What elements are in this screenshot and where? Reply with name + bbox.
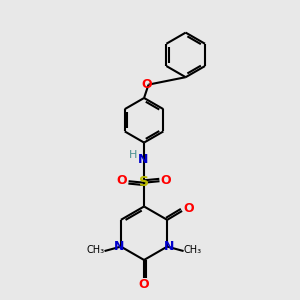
Text: H: H <box>129 150 137 160</box>
Text: N: N <box>114 240 124 253</box>
Text: CH₃: CH₃ <box>87 245 105 256</box>
Text: CH₃: CH₃ <box>183 245 202 256</box>
Text: N: N <box>164 240 174 253</box>
Text: O: O <box>117 174 128 187</box>
Text: S: S <box>139 175 149 189</box>
Text: O: O <box>161 174 171 187</box>
Text: O: O <box>142 77 152 91</box>
Text: O: O <box>183 202 194 215</box>
Text: N: N <box>138 153 148 166</box>
Text: O: O <box>139 278 149 291</box>
